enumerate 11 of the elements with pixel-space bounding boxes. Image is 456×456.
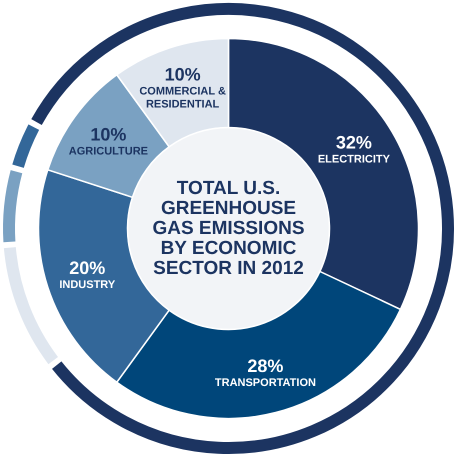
- text: TOTAL U.S. GREENHOUSE GAS EMISSIONS BY ECONOMIC SECTOR IN 2012: [152, 178, 305, 279]
- slice-label: COMMERCIAL & RESIDENTIAL: [139, 85, 226, 110]
- slice-label: ELECTRICITY: [318, 153, 391, 166]
- slice-label: AGRICULTURE: [68, 146, 148, 158]
- data-label: 32%: [336, 132, 372, 152]
- slice-label: INDUSTRY: [59, 278, 116, 291]
- data-label: 28%: [247, 356, 284, 376]
- data-label: 20%: [69, 258, 106, 278]
- data-label: 10%: [164, 64, 201, 84]
- slice-label: TRANSPORTATION: [214, 376, 316, 389]
- data-label: 10%: [90, 124, 126, 145]
